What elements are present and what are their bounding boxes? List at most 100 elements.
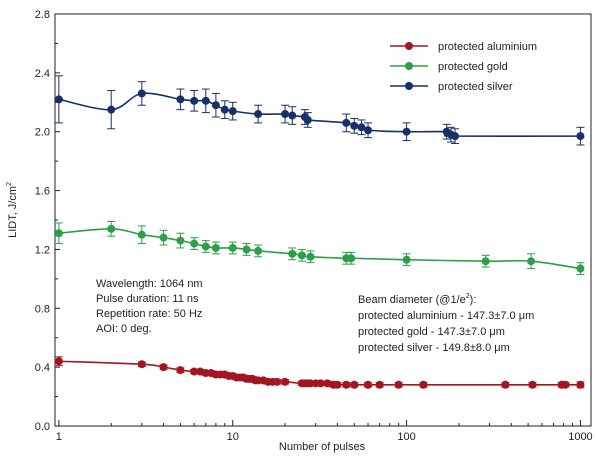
- x-tick-label: 100: [397, 431, 415, 443]
- data-point: [176, 366, 185, 375]
- y-tick-label: 1.6: [35, 186, 50, 198]
- data-point: [342, 118, 351, 127]
- series-line: [58, 92, 581, 138]
- data-point: [364, 380, 373, 389]
- data-point: [303, 115, 312, 124]
- data-point: [481, 257, 490, 266]
- y-tick-label: 0.0: [35, 421, 50, 433]
- x-tick-label: 1000: [568, 431, 592, 443]
- beam-diameter-notes: Beam diameter (@1/e2): protected alumini…: [358, 293, 534, 354]
- data-point: [190, 239, 199, 248]
- legend-item: protected aluminium: [390, 41, 537, 53]
- y-tick-label: 2.4: [35, 68, 50, 80]
- beam-diameter-title-sup: 2: [466, 293, 470, 300]
- legend-swatch-marker: [405, 42, 413, 50]
- data-point: [357, 123, 366, 132]
- data-point: [347, 254, 356, 263]
- y-tick-label: 0.4: [35, 362, 50, 374]
- data-point: [576, 264, 585, 273]
- data-point: [528, 380, 537, 389]
- data-point: [288, 249, 297, 258]
- measurement-conditions: Wavelength: 1064 nm Pulse duration: 11 n…: [96, 278, 203, 335]
- data-point: [576, 380, 585, 389]
- series-protected-silver: [54, 75, 585, 146]
- data-point: [254, 246, 263, 255]
- data-point: [190, 96, 199, 105]
- data-point: [288, 111, 297, 120]
- beam-diameter-silver: protected silver - 149.8±8.0 μm: [358, 342, 510, 354]
- data-point: [228, 243, 237, 252]
- legend-label: protected aluminium: [438, 41, 537, 53]
- legend-swatch-marker: [405, 62, 413, 70]
- data-point: [375, 380, 384, 389]
- y-axis: 0.0 0.4 0.8 1.2 1.6 2.0 2.4 2.8: [35, 9, 60, 433]
- data-point: [220, 105, 229, 114]
- data-point: [201, 96, 210, 105]
- x-tick-label: 10: [227, 431, 239, 443]
- data-point: [107, 105, 116, 114]
- y-axis-label-sup: 2: [6, 182, 13, 186]
- data-point: [54, 95, 63, 104]
- data-point: [201, 242, 210, 251]
- x-axis: 1 10 100 1000: [56, 420, 593, 443]
- x-axis-label: Number of pulses: [279, 441, 366, 453]
- data-point: [350, 121, 359, 130]
- data-point: [211, 243, 220, 252]
- data-point: [54, 357, 63, 366]
- data-point: [323, 379, 332, 388]
- beam-diameter-title-suffix: ):: [470, 294, 477, 306]
- data-point: [254, 110, 263, 119]
- series-layer: [54, 75, 585, 389]
- data-point: [281, 110, 290, 119]
- data-point: [561, 380, 570, 389]
- beam-diameter-aluminium: protected aluminium - 147.3±7.0 μm: [358, 310, 534, 322]
- x-tick-label: 1: [56, 431, 62, 443]
- condition-pulse-duration: Pulse duration: 11 ns: [96, 293, 199, 305]
- legend-label: protected gold: [438, 61, 508, 73]
- data-point: [242, 245, 251, 254]
- data-point: [364, 126, 373, 135]
- y-tick-label: 2.8: [35, 9, 50, 21]
- legend-item: protected silver: [390, 81, 513, 93]
- data-point: [211, 101, 220, 110]
- condition-repetition-rate: Repetition rate: 50 Hz: [96, 308, 202, 320]
- data-point: [394, 380, 403, 389]
- y-tick-label: 2.0: [35, 127, 50, 139]
- condition-aoi: AOI: 0 deg.: [96, 323, 152, 335]
- beam-diameter-title: Beam diameter (@1/e2):: [358, 293, 476, 306]
- data-point: [107, 224, 116, 233]
- data-point: [159, 363, 168, 372]
- legend-swatch-marker: [405, 82, 413, 90]
- data-point: [501, 380, 510, 389]
- data-point: [273, 377, 282, 386]
- data-point: [281, 377, 290, 386]
- data-point: [297, 251, 306, 260]
- data-point: [402, 255, 411, 264]
- legend-item: protected gold: [390, 61, 508, 73]
- beam-diameter-title-prefix: Beam diameter (@1/e: [358, 294, 466, 306]
- series-protected-aluminium: [54, 356, 585, 389]
- series-line: [58, 228, 581, 270]
- data-point: [176, 236, 185, 245]
- data-point: [342, 380, 351, 389]
- data-point: [316, 379, 325, 388]
- data-point: [137, 360, 146, 369]
- data-point: [228, 107, 237, 116]
- legend: protected aluminium protected gold protect…: [390, 41, 537, 93]
- y-axis-label-main: LIDT, J/cm: [7, 186, 19, 238]
- beam-diameter-gold: protected gold - 147.3±7.0 μm: [358, 326, 505, 338]
- y-tick-label: 0.8: [35, 303, 50, 315]
- data-point: [137, 230, 146, 239]
- data-point: [402, 127, 411, 136]
- data-point: [176, 95, 185, 104]
- data-point: [451, 132, 460, 141]
- y-axis-label-text: LIDT, J/cm2: [6, 182, 19, 238]
- data-point: [137, 89, 146, 98]
- data-point: [54, 229, 63, 238]
- legend-label: protected silver: [438, 81, 513, 93]
- data-point: [190, 367, 199, 376]
- y-tick-label: 1.2: [35, 244, 50, 256]
- data-point: [159, 233, 168, 242]
- data-point: [333, 380, 342, 389]
